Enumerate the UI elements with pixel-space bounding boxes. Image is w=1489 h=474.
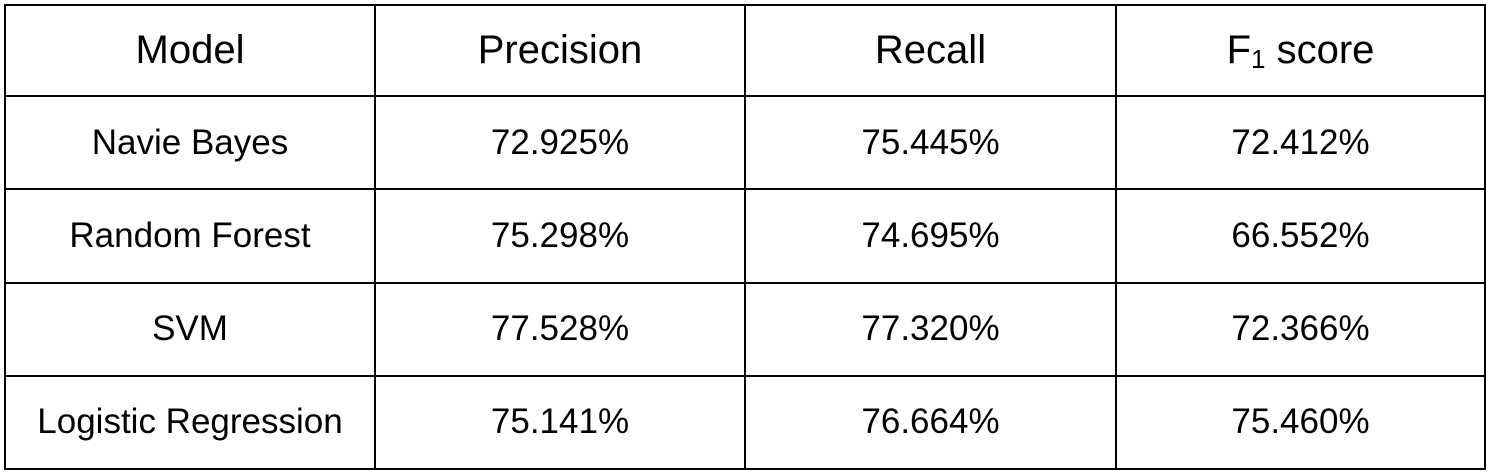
- cell-model: Logistic Regression: [4, 374, 376, 471]
- table-row: Navie Bayes 72.925% 75.445% 72.412%: [4, 94, 1486, 191]
- cell-recall: 76.664%: [744, 374, 1117, 471]
- cell-model: Navie Bayes: [4, 94, 376, 191]
- cell-recall: 75.445%: [744, 94, 1117, 191]
- cell-precision: 72.925%: [374, 94, 746, 191]
- cell-f1: 66.552%: [1115, 188, 1486, 284]
- cell-recall: 74.695%: [744, 188, 1117, 284]
- cell-precision: 75.141%: [374, 374, 746, 471]
- header-recall: Recall: [744, 4, 1117, 97]
- results-table: Model Precision Recall F1 score Navie Ba…: [4, 4, 1486, 471]
- cell-precision: 77.528%: [374, 281, 746, 377]
- header-f1-score: F1 score: [1115, 4, 1486, 97]
- header-precision: Precision: [374, 4, 746, 97]
- cell-precision: 75.298%: [374, 188, 746, 284]
- cell-f1: 72.412%: [1115, 94, 1486, 191]
- cell-f1: 72.366%: [1115, 281, 1486, 377]
- cell-model: SVM: [4, 281, 376, 377]
- header-f1-subscript: 1: [1251, 44, 1266, 74]
- header-f1-suffix: score: [1265, 28, 1375, 72]
- cell-f1: 75.460%: [1115, 374, 1486, 471]
- header-row: Model Precision Recall F1 score: [4, 4, 1486, 97]
- table-row: Random Forest 75.298% 74.695% 66.552%: [4, 188, 1486, 284]
- cell-recall: 77.320%: [744, 281, 1117, 377]
- table-row: SVM 77.528% 77.320% 72.366%: [4, 281, 1486, 377]
- table-row: Logistic Regression 75.141% 76.664% 75.4…: [4, 374, 1486, 471]
- header-f1-letter: F: [1226, 28, 1252, 72]
- header-model: Model: [4, 4, 376, 97]
- cell-model: Random Forest: [4, 188, 376, 284]
